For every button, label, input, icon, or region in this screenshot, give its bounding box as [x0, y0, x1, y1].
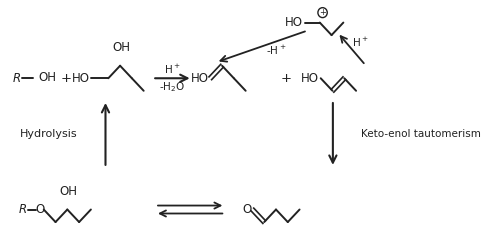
Text: O: O [36, 203, 44, 216]
Text: Keto-enol tautomerism: Keto-enol tautomerism [361, 129, 481, 139]
Text: HO: HO [301, 72, 319, 85]
Text: R: R [19, 203, 27, 216]
Text: OH: OH [112, 41, 130, 54]
Text: O: O [242, 203, 252, 216]
Text: Hydrolysis: Hydrolysis [20, 129, 77, 139]
Text: R: R [13, 72, 22, 85]
Text: -H$^+$: -H$^+$ [266, 44, 286, 57]
Text: +: + [280, 72, 291, 85]
Text: +: + [319, 8, 326, 17]
Text: +: + [60, 72, 72, 85]
Text: OH: OH [60, 185, 78, 198]
Text: HO: HO [190, 72, 208, 85]
Text: HO: HO [285, 16, 303, 29]
Text: HO: HO [72, 72, 90, 85]
Text: H$^+$: H$^+$ [352, 36, 368, 49]
Text: -H$_2$O: -H$_2$O [160, 80, 186, 94]
Text: OH: OH [38, 71, 56, 84]
Text: H$^+$: H$^+$ [164, 63, 180, 76]
